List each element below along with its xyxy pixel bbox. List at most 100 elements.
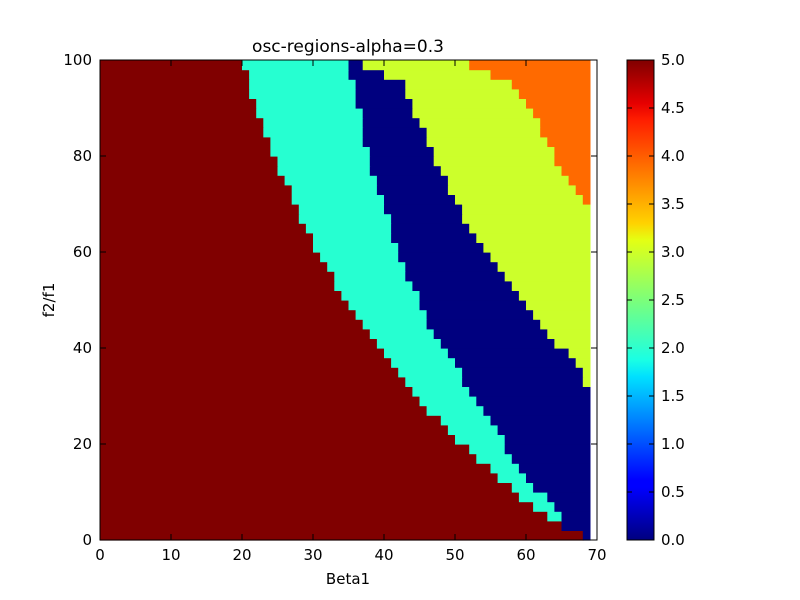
- heatmap-cell: [320, 252, 399, 263]
- colorbar-tick-label: 5.0: [661, 51, 685, 69]
- colorbar-tick-label: 0.0: [661, 531, 685, 549]
- heatmap-cell: [476, 453, 513, 464]
- y-axis-label: f2/f1: [40, 283, 58, 318]
- x-tick-label: 60: [516, 546, 535, 564]
- heatmap-cell: [568, 175, 591, 186]
- heatmap-cell: [376, 175, 449, 186]
- heatmap-cell: [100, 367, 399, 378]
- heatmap-cell: [533, 309, 591, 320]
- heatmap-cell: [100, 530, 584, 541]
- heatmap-cell: [369, 156, 435, 167]
- heatmap-cell: [249, 79, 357, 90]
- heatmap-cell: [100, 511, 548, 522]
- heatmap-cell: [426, 136, 548, 147]
- heatmap-cell: [100, 444, 470, 455]
- heatmap-cell: [100, 117, 264, 128]
- heatmap-cell: [298, 213, 392, 224]
- heatmap-cell: [405, 376, 463, 387]
- heatmap-cell: [100, 415, 442, 426]
- y-tick-label: 80: [73, 147, 92, 165]
- heatmap-cell: [100, 348, 385, 359]
- heatmap-cell: [100, 319, 364, 330]
- heatmap-cell: [440, 415, 492, 426]
- heatmap-cell: [469, 444, 506, 455]
- heatmap-cell: [100, 69, 250, 80]
- heatmap-cell: [447, 175, 570, 186]
- heatmap-cell: [476, 396, 591, 407]
- heatmap-cell: [419, 396, 477, 407]
- heatmap-cell: [526, 98, 591, 109]
- heatmap-cell: [405, 79, 513, 90]
- heatmap-cell: [547, 136, 591, 147]
- heatmap-cell: [419, 117, 541, 128]
- heatmap-cell: [362, 117, 421, 128]
- heatmap-cell: [511, 453, 591, 464]
- colorbar-tick-label: 1.5: [661, 387, 685, 405]
- heatmap-cell: [100, 396, 421, 407]
- heatmap-cell: [355, 79, 406, 90]
- heatmap-cell: [100, 98, 257, 109]
- heatmap-cell: [426, 405, 484, 416]
- heatmap-cell: [334, 271, 406, 282]
- heatmap-cell: [440, 165, 563, 176]
- heatmap-cell: [398, 252, 492, 263]
- x-tick-label: 50: [445, 546, 464, 564]
- heatmap-cell: [526, 300, 591, 311]
- heatmap-cell: [582, 194, 591, 205]
- heatmap-cell: [100, 472, 499, 483]
- heatmap-cell: [100, 309, 357, 320]
- heatmap-cell: [100, 357, 392, 368]
- heatmap-cell: [455, 434, 506, 445]
- heatmap-cell: [376, 184, 449, 195]
- heatmap-cell: [355, 88, 406, 99]
- heatmap-cell: [100, 136, 271, 147]
- heatmap-cell: [533, 482, 591, 493]
- heatmap-cell: [362, 136, 428, 147]
- heatmap-cell: [100, 520, 563, 531]
- heatmap-cell: [469, 386, 591, 397]
- heatmap-cell: [263, 127, 364, 138]
- heatmap-cell: [270, 146, 371, 157]
- heatmap-cell: [100, 280, 335, 291]
- heatmap-cell: [455, 194, 584, 205]
- heatmap-cell: [100, 261, 328, 272]
- y-axis: 0 20 40 60 80 100: [63, 51, 597, 549]
- heatmap-cell: [100, 223, 307, 234]
- heatmap-cell: [433, 146, 555, 157]
- heatmap-cell: [384, 194, 456, 205]
- heatmap-cell: [426, 319, 541, 330]
- x-axis: 0 10 20 30 40 50 60 70: [95, 60, 607, 564]
- heatmap-cell: [398, 242, 484, 253]
- heatmap-cell: [369, 165, 442, 176]
- heatmap-cell: [384, 204, 463, 215]
- heatmap-cell: [384, 348, 449, 359]
- heatmap-cell: [419, 300, 527, 311]
- heatmap-cell: [582, 530, 591, 541]
- heatmap-cell: [547, 511, 563, 522]
- heatmap-cell: [334, 280, 413, 291]
- heatmap-cell: [433, 328, 548, 339]
- heatmap-cell: [447, 184, 577, 195]
- heatmap-cell: [554, 338, 591, 349]
- heatmap-cell: [490, 252, 591, 263]
- heatmap-cell: [447, 424, 499, 435]
- heatmap-cell: [291, 184, 378, 195]
- heatmap-cell: [540, 127, 591, 138]
- heatmap-cell: [412, 108, 534, 119]
- heatmap-cell: [270, 136, 364, 147]
- chart-title: osc-regions-alpha=0.3: [252, 37, 444, 57]
- heatmap-cell: [100, 165, 279, 176]
- heatmap-cell: [533, 108, 591, 119]
- heatmap-cell: [462, 204, 591, 215]
- heatmap-cell: [462, 213, 591, 224]
- heatmap-cell: [277, 165, 371, 176]
- x-tick-label: 70: [587, 546, 606, 564]
- heatmap-cell: [391, 357, 456, 368]
- heatmap-cell: [490, 69, 591, 80]
- heatmap-cell: [462, 367, 584, 378]
- heatmap-cell: [100, 300, 350, 311]
- heatmap-cell: [462, 376, 584, 387]
- heatmap-cell: [100, 156, 279, 167]
- heatmap-cell: [426, 309, 534, 320]
- heatmap-cell: [355, 98, 413, 109]
